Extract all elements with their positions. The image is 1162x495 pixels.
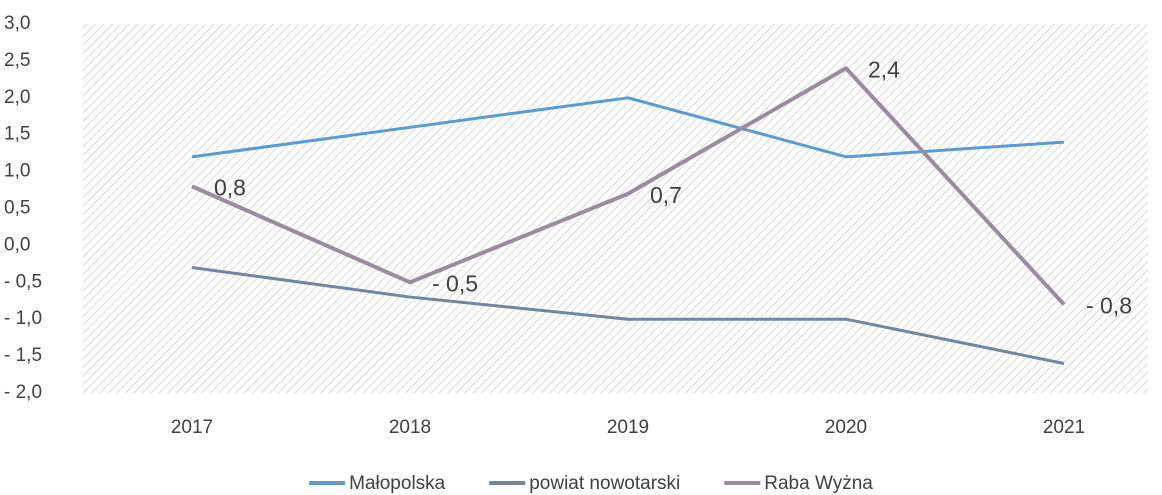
y-tick-label: - 1,0 (4, 308, 42, 329)
x-tick-label: 2021 (1043, 417, 1085, 438)
y-tick-label: 1,5 (4, 124, 30, 145)
plot-area (83, 24, 1148, 393)
x-tick-label: 2018 (389, 417, 431, 438)
series-line (191, 66, 1066, 306)
data-label: 0,7 (650, 182, 682, 208)
y-tick-label: - 1,5 (4, 345, 42, 366)
y-tick-label: 2,5 (4, 50, 30, 71)
x-tick-label: 2017 (171, 417, 213, 438)
y-tick-label: 0,0 (4, 234, 30, 255)
series-line (191, 266, 1065, 365)
y-tick-label: - 2,0 (4, 382, 42, 403)
y-tick-label: 1,0 (4, 161, 30, 182)
data-label: - 0,8 (1086, 293, 1132, 319)
legend-label: Małopolska (349, 473, 446, 494)
data-label: 2,4 (868, 56, 900, 82)
x-tick-label: 2020 (825, 417, 867, 438)
series-line (191, 96, 1065, 159)
y-tick-label: 3,0 (4, 13, 30, 34)
legend-label: powiat nowotarski (529, 473, 680, 494)
data-label: - 0,5 (432, 270, 478, 296)
legend-label: Raba Wyżna (764, 473, 873, 494)
x-tick-label: 2019 (607, 417, 649, 438)
y-tick-label: 0,5 (4, 198, 30, 219)
y-tick-label: - 0,5 (4, 271, 42, 292)
data-label: 0,8 (214, 174, 246, 200)
y-tick-label: 2,0 (4, 87, 30, 108)
